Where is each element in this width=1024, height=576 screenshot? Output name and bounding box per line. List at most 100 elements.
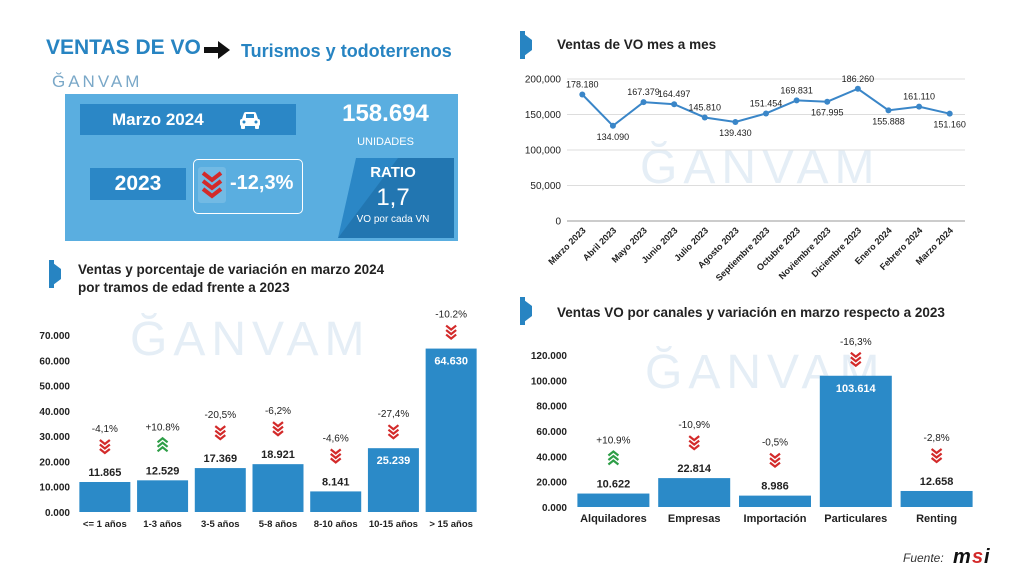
y-tick-label: 40.000 [536,452,567,463]
month-box [80,104,296,135]
section-marker-icon [520,31,532,59]
bar [367,448,419,512]
data-label: 167.379 [627,87,660,97]
decrease-chevrons-icon [330,448,342,464]
y-tick-label: 20.000 [39,457,70,468]
x-tick-label: 5-8 años [259,519,298,530]
x-tick-label: Empresas [668,513,721,525]
x-tick-label: <= 1 años [83,519,127,530]
y-tick-label: 60.000 [39,356,70,367]
decrease-chevrons-icon [214,425,226,441]
decrease-chevrons-icon [198,167,226,203]
data-point [885,107,892,114]
section-marker-icon [49,260,61,288]
decrease-chevrons-icon [387,424,400,440]
decrease-chevrons-icon [272,421,284,437]
total-units-label: UNIDADES [357,136,414,148]
y-tick-label: 120.000 [531,351,568,362]
data-label: 161.110 [903,92,935,102]
bar [194,468,246,512]
variation-label: -10.2% [435,310,467,321]
age-chart-title-line1: Ventas y porcentaje de variación en marz… [78,262,385,277]
variation-value: -12,3% [230,172,294,194]
data-label: 155.888 [872,116,905,126]
decrease-chevrons-icon [769,452,781,469]
ratio-background [338,158,454,238]
y-tick-label: 30.000 [39,432,70,443]
data-point [763,110,769,117]
variation-label: -27,4% [378,409,410,420]
y-tick-label: 10.000 [39,483,70,494]
month-label: Marzo 2024 [112,110,204,129]
data-point [579,91,586,98]
source-label: Fuente: [903,551,944,565]
age-chart-title-line2: por tramos de edad frente a 2023 [78,280,290,295]
data-label: 151.454 [750,98,783,108]
bar [739,495,811,507]
data-point [793,97,800,104]
data-point [824,98,831,105]
x-tick-label: 8-10 años [314,519,358,530]
y-tick-label: 20.000 [536,478,567,489]
bar [819,375,892,507]
data-point [854,85,861,92]
variation-label: -6,2% [265,406,291,417]
total-units-value: 158.694 [342,100,429,127]
year-box [90,168,186,200]
page-subtitle: Turismos y todoterrenos [241,41,452,61]
msi-logo: m s i [953,546,990,567]
data-point [671,101,678,108]
data-point [701,114,708,121]
svg-text:m: m [953,546,971,567]
ratio-description: VO por cada VN [356,214,430,225]
x-tick-label: 10-15 años [369,519,418,530]
data-label: 139.430 [719,128,752,138]
data-label: 167.995 [811,108,844,118]
y-tick-label: 200,000 [525,75,562,86]
x-tick-label: Marzo 2023 [546,225,587,266]
arrow-right-icon [204,41,230,59]
data-label: 134.090 [597,132,630,142]
y-tick-label: 100,000 [525,146,562,157]
variation-label: +10.8% [145,422,179,433]
variation-label: -4,6% [323,433,349,444]
x-tick-label: Particulares [824,513,887,525]
channels-chart-title: Ventas VO por canales y variación en mar… [557,305,945,320]
variation-label: -10,9% [678,420,710,431]
bar-value-label: 18.921 [261,449,295,461]
x-tick-label: Importación [744,513,807,525]
variation-label: -20,5% [204,410,236,421]
bar-value-label: 8.141 [322,476,350,488]
increase-chevrons-icon [156,436,169,453]
ratio-value: 1,7 [376,184,410,211]
variation-label: +10.9% [596,436,630,447]
y-tick-label: 50.000 [39,382,70,393]
bar-value-label: 17.369 [203,453,237,465]
comparison-year: 2023 [114,172,162,195]
increase-chevrons-icon [607,450,620,466]
data-point [732,119,739,126]
x-tick-label: Alquiladores [580,513,647,525]
svg-text:i: i [984,546,990,567]
y-tick-label: 70.000 [39,331,70,342]
bar-value-label: 12.529 [146,465,180,477]
variation-label: -0,5% [762,438,788,449]
data-label: 169.831 [780,85,813,95]
bar [252,464,304,512]
data-point [640,99,647,106]
y-tick-label: 0 [555,217,561,228]
bar [425,348,477,512]
variation-box [193,159,303,214]
bar [658,478,731,507]
y-tick-label: 0.000 [45,508,70,519]
decrease-chevrons-icon [445,324,457,340]
data-label: 164.497 [658,89,691,99]
data-point [946,110,953,117]
data-label: 178.180 [566,79,599,89]
data-label: 145.810 [688,102,721,112]
decrease-chevrons-icon [850,351,862,368]
channel-bar-chart: 0.000 20.000 40.000 60.000 80.000 100.000 120.… [531,337,973,525]
svg-text:s: s [972,546,983,567]
monthly-sales-title: Ventas de VO mes a mes [557,37,717,52]
car-icon [240,112,260,129]
